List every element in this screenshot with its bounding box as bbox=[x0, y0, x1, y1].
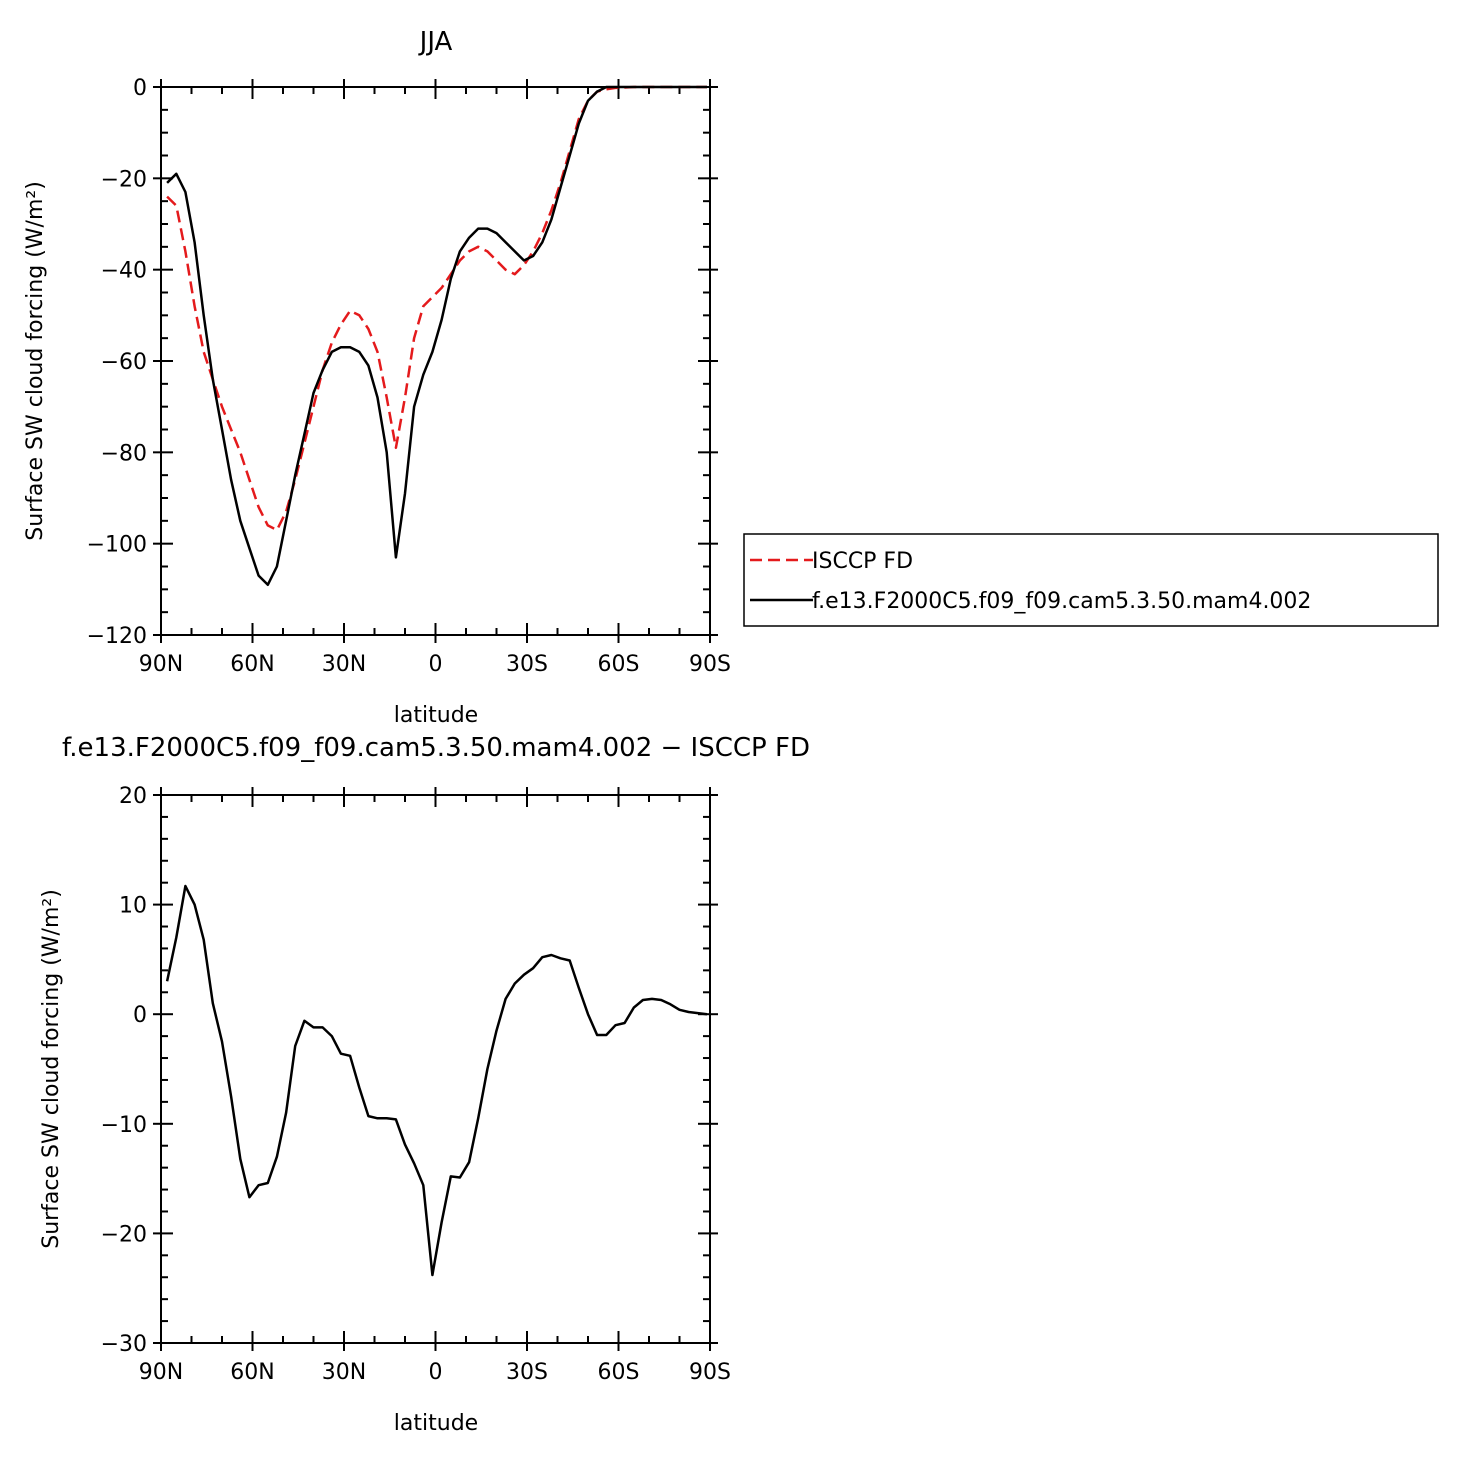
bottom-y-tick-labels: 20 10 0 −10 −20 −30 bbox=[101, 784, 147, 1357]
top-y-tick-label: −40 bbox=[101, 259, 147, 284]
bottom-x-tick-label: 90S bbox=[689, 1360, 731, 1385]
top-y-tick-label: −20 bbox=[101, 167, 147, 192]
top-x-tick-label: 90N bbox=[139, 652, 183, 677]
top-x-tick-label: 30S bbox=[506, 652, 548, 677]
top-x-tick-label: 90S bbox=[689, 652, 731, 677]
bottom-x-tick-label: 0 bbox=[429, 1360, 443, 1385]
bottom-y-axis-title: Surface SW cloud forcing (W/m²) bbox=[39, 889, 64, 1249]
top-y-tick-label: −100 bbox=[87, 533, 147, 558]
top-y-tick-label: −120 bbox=[87, 624, 147, 649]
top-y-axis-title: Surface SW cloud forcing (W/m²) bbox=[23, 181, 48, 541]
bottom-x-tick-label: 90N bbox=[139, 1360, 183, 1385]
bottom-x-axis-title: latitude bbox=[394, 1411, 478, 1436]
bottom-panel: f.e13.F2000C5.f09_f09.cam5.3.50.mam4.002… bbox=[39, 733, 810, 1436]
top-x-tick-label: 0 bbox=[429, 652, 443, 677]
bottom-x-tick-label: 30S bbox=[506, 1360, 548, 1385]
legend-label-model: f.e13.F2000C5.f09_f09.cam5.3.50.mam4.002 bbox=[812, 589, 1311, 614]
bottom-y-tick-label: −20 bbox=[101, 1222, 147, 1247]
top-series-line-isccp bbox=[166, 85, 707, 532]
top-y-tick-label: 0 bbox=[133, 76, 147, 101]
bottom-y-tick-label: 20 bbox=[119, 784, 147, 809]
bottom-ticks bbox=[153, 787, 718, 1351]
bottom-y-tick-label: 10 bbox=[119, 894, 147, 919]
bottom-x-tick-label: 60N bbox=[230, 1360, 274, 1385]
legend-label-isccp: ISCCP FD bbox=[812, 549, 913, 574]
bottom-y-tick-label: −30 bbox=[101, 1332, 147, 1357]
legend: ISCCP FD f.e13.F2000C5.f09_f09.cam5.3.50… bbox=[743, 533, 1439, 627]
top-x-tick-labels: 90N 60N 30N 0 30S 60S 90S bbox=[139, 652, 731, 677]
top-series-line-model bbox=[166, 85, 707, 587]
bottom-series-line-model bbox=[165, 884, 708, 1277]
top-x-tick-label: 60N bbox=[230, 652, 274, 677]
bottom-series-lines bbox=[165, 884, 708, 1277]
top-panel: JJA 90N 60N 30N 0 30S 60S 90S 0 −20 −40 −60 −80 −10… bbox=[23, 27, 731, 728]
top-plot-frame bbox=[160, 86, 711, 636]
top-y-tick-label: −60 bbox=[101, 350, 147, 375]
top-panel-title: JJA bbox=[418, 27, 453, 57]
bottom-y-tick-label: −10 bbox=[101, 1113, 147, 1138]
top-x-tick-label: 30N bbox=[322, 652, 366, 677]
top-series-lines bbox=[166, 85, 707, 587]
top-y-tick-labels: 0 −20 −40 −60 −80 −100 −120 bbox=[87, 76, 147, 649]
top-x-tick-label: 60S bbox=[598, 652, 640, 677]
bottom-x-tick-label: 60S bbox=[598, 1360, 640, 1385]
legend-box bbox=[743, 533, 1439, 627]
bottom-panel-title: f.e13.F2000C5.f09_f09.cam5.3.50.mam4.002… bbox=[62, 733, 810, 763]
top-ticks bbox=[153, 79, 718, 643]
top-x-axis-title: latitude bbox=[394, 703, 478, 728]
top-y-tick-label: −80 bbox=[101, 441, 147, 466]
bottom-x-tick-labels: 90N 60N 30N 0 30S 60S 90S bbox=[139, 1360, 731, 1385]
bottom-y-tick-label: 0 bbox=[133, 1003, 147, 1028]
bottom-x-tick-label: 30N bbox=[322, 1360, 366, 1385]
